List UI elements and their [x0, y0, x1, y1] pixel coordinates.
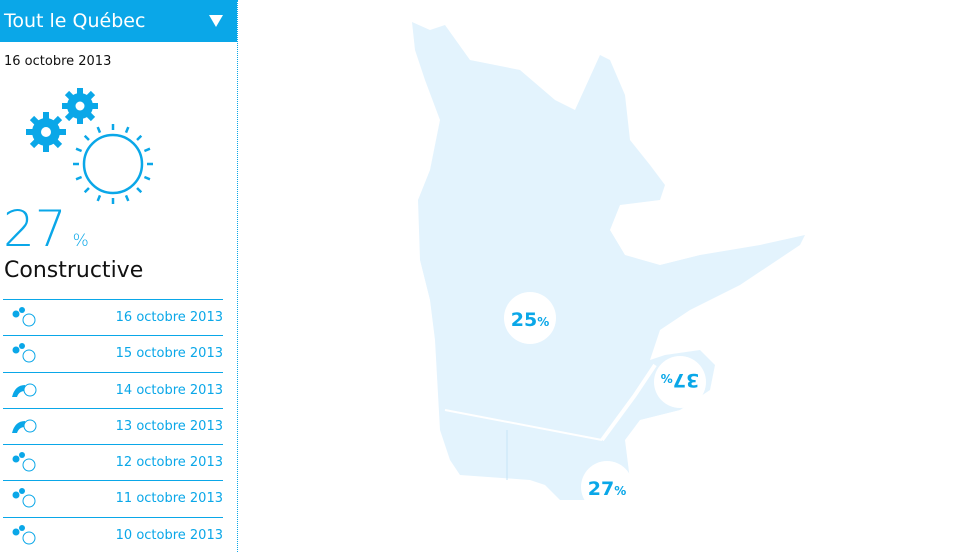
history-date: 14 octobre 2013 — [115, 382, 223, 398]
history-icon — [12, 452, 36, 472]
sun-ray — [124, 126, 130, 134]
dropdown-arrow[interactable] — [209, 15, 223, 27]
sun-ray — [96, 126, 102, 134]
history-list: 16 octobre 2013 15 octobre 2013 14 octobre… — [3, 299, 223, 553]
history-icon — [12, 488, 36, 508]
gear — [19, 343, 25, 350]
sun-ray — [136, 134, 143, 141]
value: 27 — [3, 200, 67, 258]
arc — [12, 384, 25, 397]
sun-ray — [143, 147, 151, 153]
region-badge: 27% — [581, 461, 633, 513]
sun — [23, 383, 37, 397]
history-row[interactable]: 13 octobre 2013 — [3, 407, 223, 444]
sun-ray — [143, 175, 151, 181]
sun — [22, 494, 36, 508]
value: 37 — [673, 369, 699, 391]
history-date: 15 octobre 2013 — [115, 346, 223, 362]
region-badge: 37% — [654, 356, 706, 408]
sun-ray — [136, 187, 143, 194]
history-icon — [12, 524, 36, 545]
region-select[interactable]: Tout le Québec — [0, 0, 237, 42]
history-icon — [12, 383, 37, 397]
region-title: Tout le Québec — [4, 10, 146, 32]
value: 25 — [511, 309, 537, 331]
gear — [12, 528, 20, 536]
badge-circle — [504, 292, 556, 344]
history-date: 10 octobre 2013 — [115, 527, 223, 543]
history-row[interactable]: 16 octobre 2013 — [3, 299, 223, 335]
sun-ray — [124, 194, 130, 202]
sun-ray — [75, 175, 83, 181]
quebec-shape — [412, 22, 805, 500]
sun — [23, 419, 37, 433]
history-icon — [12, 307, 36, 327]
region-value: 27% — [588, 478, 626, 500]
history-row[interactable]: 12 octobre 2013 — [3, 444, 223, 480]
sun — [22, 313, 36, 327]
value: 27 — [588, 478, 614, 500]
history-row[interactable]: 11 octobre 2013 — [3, 480, 223, 516]
unit: % — [661, 371, 673, 385]
current-date: 16 octobre 2013 — [4, 54, 112, 69]
sun-ray — [83, 187, 90, 194]
river — [600, 363, 657, 442]
history-date: 13 octobre 2013 — [115, 418, 223, 434]
gear — [19, 524, 25, 531]
gear — [12, 491, 20, 499]
unit: % — [614, 484, 626, 498]
sidebar: Tout le Québec 16 octobre 2013 27% Const… — [0, 0, 238, 552]
region-value: 25% — [511, 309, 549, 331]
badge-circle — [654, 356, 706, 408]
region-value: 37% — [661, 369, 699, 391]
history-date: 12 octobre 2013 — [115, 455, 223, 471]
history-row[interactable]: 14 octobre 2013 — [3, 371, 223, 408]
gear — [19, 452, 25, 459]
gear — [12, 310, 20, 318]
history-date: 11 octobre 2013 — [115, 491, 223, 507]
sun-ray — [83, 134, 90, 141]
current-value: 27% — [3, 200, 89, 258]
sun-ray — [96, 194, 102, 202]
history-icon — [12, 343, 36, 363]
gear — [19, 307, 25, 313]
gear — [19, 488, 25, 495]
sun — [22, 349, 36, 363]
history-date: 16 octobre 2013 — [115, 310, 223, 325]
unit: % — [537, 315, 549, 329]
sun — [22, 458, 36, 472]
region-badge: 25% — [504, 292, 556, 344]
border-line — [444, 409, 603, 441]
sun — [22, 531, 36, 545]
map: 25%37%27% — [412, 22, 805, 513]
sun-ray — [75, 147, 83, 153]
arc — [12, 420, 25, 433]
mood-label: Constructive — [4, 258, 144, 283]
gear — [12, 455, 20, 463]
badge-circle — [581, 461, 633, 513]
weather-icon — [26, 88, 153, 204]
unit: % — [72, 231, 89, 251]
history-row[interactable]: 10 octobre 2013 — [3, 516, 223, 553]
history-row[interactable]: 15 octobre 2013 — [3, 335, 223, 371]
history-icon — [12, 419, 37, 433]
gear — [12, 346, 20, 354]
